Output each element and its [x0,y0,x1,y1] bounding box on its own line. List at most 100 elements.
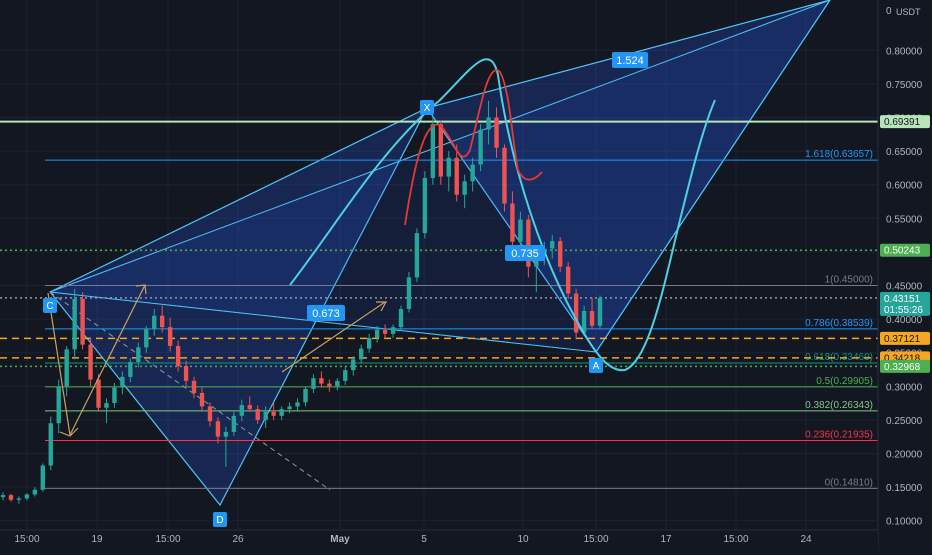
price-tag-text: 0.34218 [884,353,921,364]
candle-body [518,219,523,242]
price-tick-label: 0.15000 [886,483,923,494]
candle-body [144,329,149,348]
candle-body [438,124,443,177]
pattern-point-box [589,358,603,373]
candle-body [454,157,459,195]
fib-level-label: 1.618(0.63657) [805,149,873,160]
candle-body [597,297,603,326]
pattern-point-labels: X A C D [43,100,603,527]
price-tag-text: 0.37121 [884,334,921,345]
candle-body [390,327,396,334]
candle-body [287,406,292,410]
price-tag-text: 0.32968 [884,362,921,373]
candle-body [406,277,412,309]
candle-body [486,117,491,130]
fib-level-label: 0.618(0.33469) [805,352,873,363]
candle-body [351,359,356,371]
candle-body [255,409,260,420]
candle-body [88,344,93,380]
fib-level-label: 1(0.45000) [825,274,873,285]
candle-body [183,366,189,381]
time-tick-label: 10 [517,534,529,545]
candle-body [565,266,571,294]
candle-body [303,388,308,403]
ratio-label-text: 0.735 [511,248,539,260]
candle-body [414,233,420,278]
price-tick-label: 0.10000 [886,517,923,528]
ratio-label-box [505,245,545,261]
time-tick-label: 26 [232,534,244,545]
time-tick-label: 15:00 [155,534,180,545]
price-axis: 0 USDT 0.10000 0.15000 0.20000 0.25000 0.30000… [877,0,932,550]
time-axis: 15:00 19 15:00 26 May 5 10 15:00 17 15:00 24 [0,529,878,550]
pattern-point-box [420,100,434,115]
candle-body [335,380,340,387]
price-tag-box [880,331,930,345]
price-tag-countdown: 01:55:26 [884,305,923,316]
price-axis-bg [878,0,932,550]
gold-arrows [47,284,388,437]
candle-body [191,380,197,393]
candle-body [112,387,117,404]
candle-body [478,129,483,165]
candle-body [470,164,475,182]
pattern-point-letter: A [593,361,600,372]
candle-body [295,402,300,407]
fib-level-label: 0.382(0.26343) [805,400,873,411]
fib-level-label: 0.786(0.38539) [805,318,873,329]
time-tick-label: 5 [421,534,427,545]
ratio-labels: 1.524 0.735 0.673 [307,52,648,321]
candle-body [56,386,61,424]
time-tick-label: 15:00 [723,534,748,545]
candle-body [263,411,268,420]
candle-body [167,327,173,346]
candle-body [48,423,53,466]
candle-body [374,329,380,338]
gold-arrowhead [135,284,147,295]
candle-body [526,219,531,267]
time-tick-label: 19 [91,534,103,545]
pattern-point-letter: X [424,103,431,114]
fib-level-label: 0.5(0.29905) [816,376,873,387]
pattern-point-box [213,512,227,527]
candle-body [430,124,436,178]
candle-body [120,376,125,388]
candle-body [104,403,109,408]
candles [0,100,603,504]
candle-body [239,405,244,416]
candle-body [136,347,141,363]
price-tag-box [880,115,930,129]
candle-body [247,405,252,410]
fib-level-label: 0.236(0.21935) [805,429,873,440]
pattern-diagonal-ca [49,291,597,353]
candle-body [175,345,181,367]
gold-arrowhead [376,301,388,312]
time-axis-bg [0,530,878,550]
ratio-label-text: 0.673 [312,308,340,320]
cyan-projection-curve [289,58,716,372]
candle-body [343,370,348,381]
time-tick-label: 17 [660,534,672,545]
currency-label: USDT [896,7,921,17]
candle-body [96,379,101,408]
price-tick-label: 0.75000 [886,80,923,91]
candle-body [494,117,499,148]
candle-body [573,293,579,333]
candle-body [231,415,237,432]
candle-body [581,311,587,333]
price-tick-label: 0.45000 [886,281,923,292]
candle-body [589,311,595,326]
gold-arrowhead [59,427,79,437]
price-tick-label: 0.40000 [886,315,923,326]
price-tag-text: 0.69391 [884,117,921,128]
candle-body [558,241,563,267]
price-tick-label: 0.30000 [886,382,923,393]
price-tick-label: 0.20000 [886,449,923,460]
candle-body [24,494,30,499]
time-tick-label: 15:00 [14,534,39,545]
pattern-dashed-projection [49,291,331,491]
pattern-point-letter: C [46,301,53,312]
